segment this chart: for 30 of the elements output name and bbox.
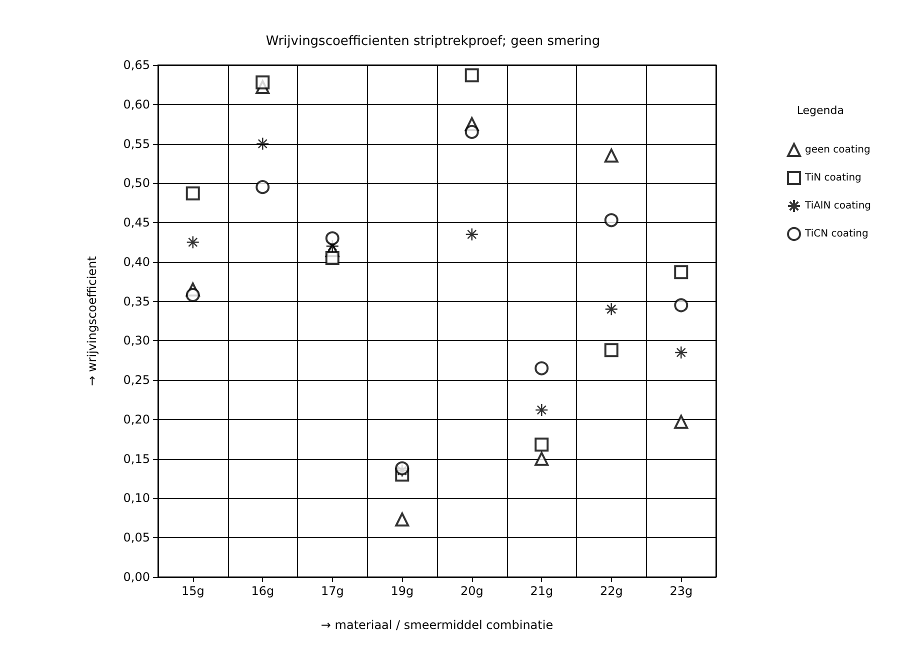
y-tick-label: 0,10 [123,491,150,506]
y-tick-label: 0,00 [123,570,150,584]
y-tick-label: 0,20 [123,412,150,426]
x-tick-label: 22g [600,584,623,598]
y-tick-label: 0,65 [123,58,150,72]
legend-label: geen coating [805,144,870,156]
x-tick-label: 20g [460,584,484,598]
y-tick-label: 0,05 [123,530,150,545]
y-tick-label: 0,30 [123,334,150,348]
x-tick-label: 21g [530,584,554,598]
x-tick-label: 15g [181,584,204,598]
x-tick-label: 19g [390,584,414,598]
y-tick-label: 0,60 [123,97,150,112]
y-tick-label: 0,40 [123,254,150,269]
y-axis-title: → wrijvingscoefficient [85,256,99,386]
y-tick-label: 0,25 [123,373,150,388]
y-tick-label: 0,15 [123,452,150,466]
legend-label: TiAlN coating [804,200,872,212]
y-tick-label: 0,55 [123,136,150,151]
y-tick-label: 0,50 [123,176,150,190]
x-tick-label: 17g [320,584,344,598]
legend-label: TiCN coating [804,228,868,240]
x-tick-label: 16g [251,584,274,598]
legend-title: Legenda [796,104,844,117]
y-tick-label: 0,35 [123,294,150,308]
x-axis-title: → materiaal / smeermiddel combinatie [320,618,554,632]
x-tick-label: 23g [670,584,693,598]
y-tick-label: 0,45 [123,216,150,230]
legend-label: TiN coating [804,172,862,184]
chart-title: Wrijvingscoefficienten striptrekproef; geen smering [266,34,600,49]
